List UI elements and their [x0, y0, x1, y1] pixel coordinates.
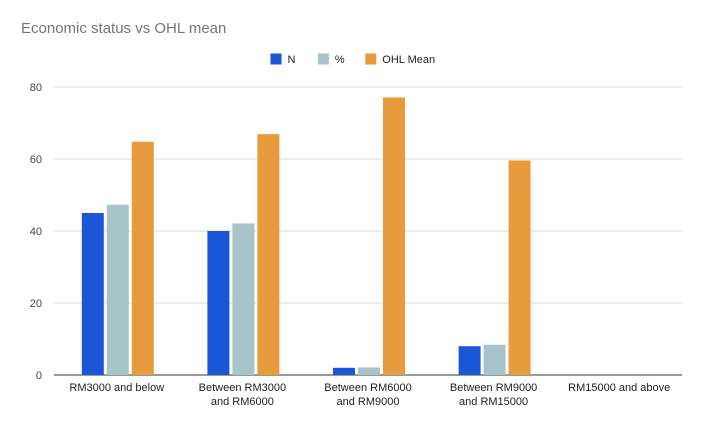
legend-label: OHL Mean	[382, 54, 435, 66]
y-tick-label: 0	[36, 370, 42, 382]
x-category-label: Between RM3000	[199, 382, 286, 394]
bar-n	[81, 213, 104, 375]
y-tick-label: 60	[30, 154, 42, 166]
x-category-label: Between RM9000	[450, 382, 537, 394]
bar-n	[333, 367, 355, 375]
x-category-label: RM15000 and above	[568, 382, 670, 394]
x-category-label: and RM15000	[459, 396, 528, 408]
bar-	[106, 204, 129, 375]
legend-label: N	[288, 54, 296, 66]
bar-	[358, 367, 380, 375]
legend-label: %	[335, 54, 345, 66]
legend-swatch	[365, 53, 377, 65]
x-category-label: RM3000 and below	[69, 382, 164, 394]
x-category-label: and RM9000	[337, 396, 400, 408]
bar-n	[458, 346, 481, 375]
bar-ohl-mean	[257, 134, 280, 375]
bar-ohl-mean	[131, 141, 154, 375]
bar-ohl-mean	[383, 97, 405, 375]
bar-ohl-mean	[508, 160, 531, 375]
y-tick-label: 40	[30, 226, 42, 238]
x-category-label: Between RM6000	[324, 382, 411, 394]
y-tick-label: 20	[30, 298, 42, 310]
bar-	[483, 344, 506, 375]
bar-	[232, 223, 255, 375]
legend-swatch	[270, 53, 282, 65]
legend-swatch	[317, 53, 329, 65]
chart-title: Economic status vs OHL mean	[21, 20, 227, 37]
y-tick-label: 80	[30, 82, 42, 94]
x-category-label: and RM6000	[211, 396, 274, 408]
bar-n	[207, 231, 230, 375]
